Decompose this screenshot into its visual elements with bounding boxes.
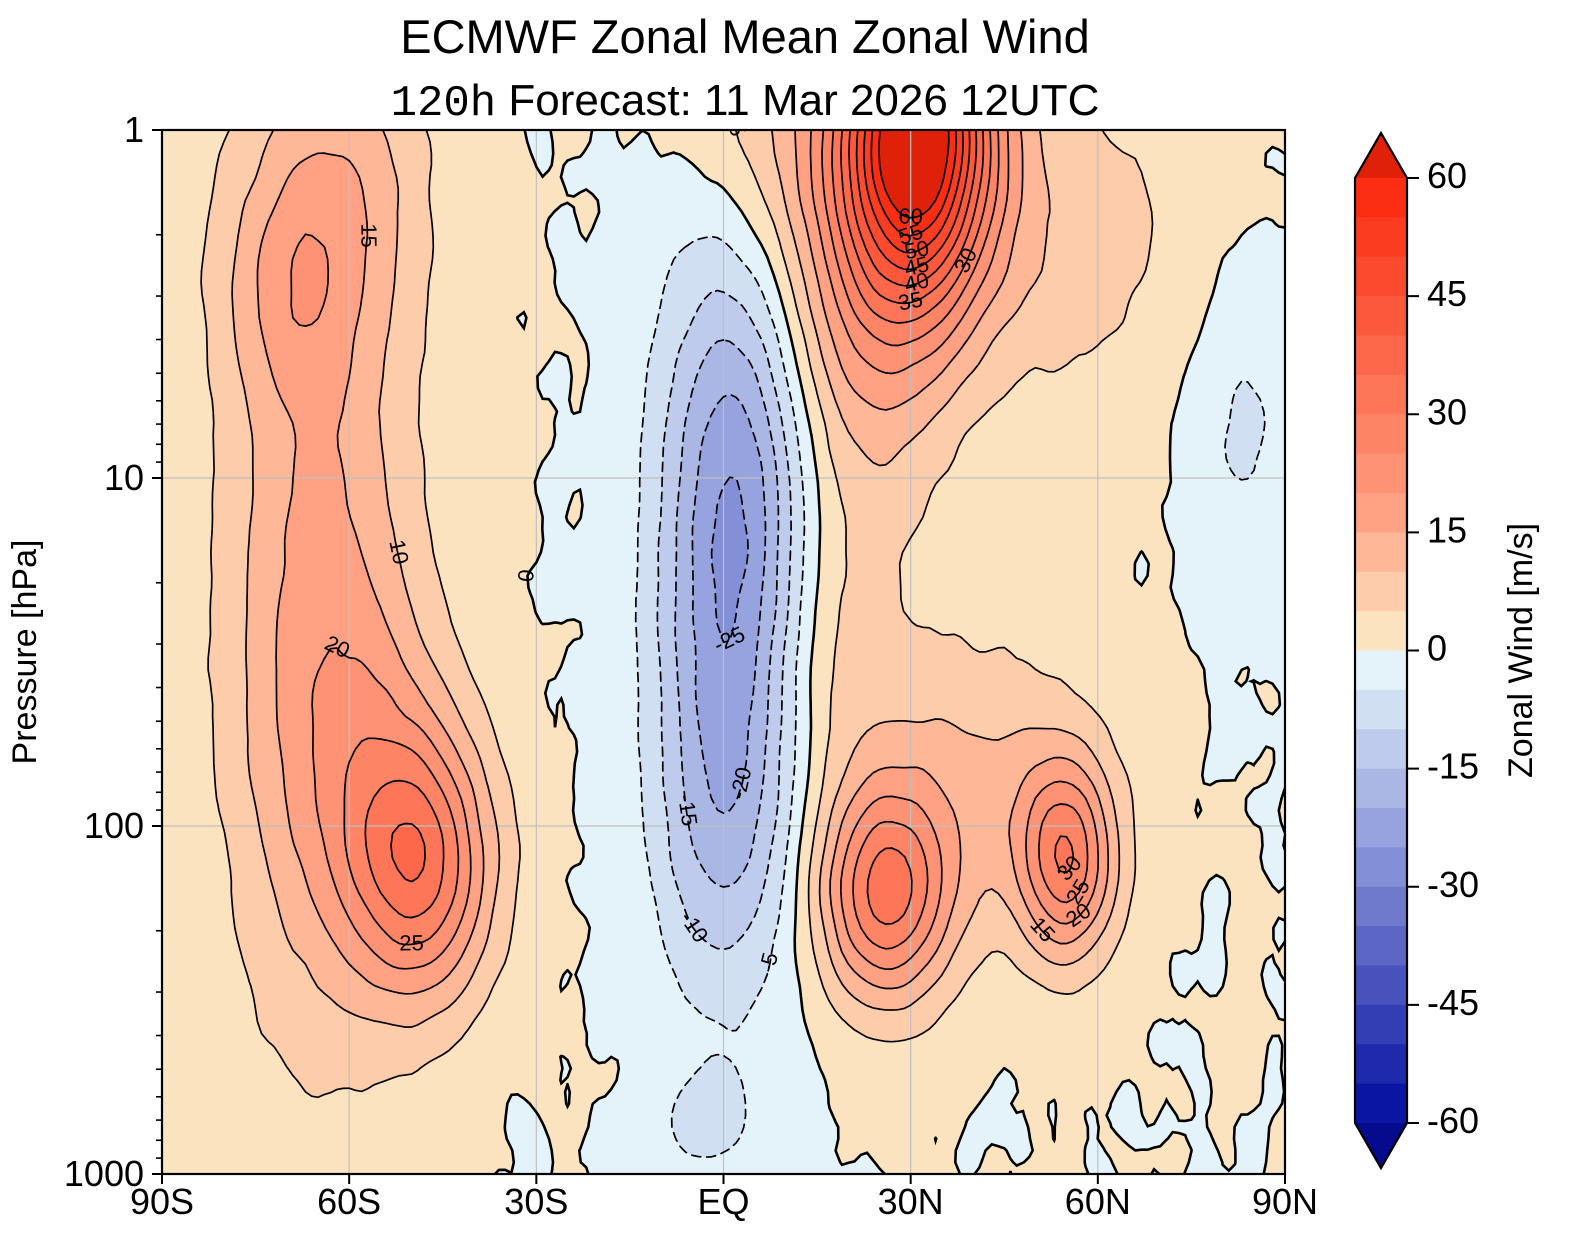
svg-text:100: 100: [84, 805, 144, 846]
svg-text:25: 25: [399, 930, 424, 955]
svg-text:Zonal Wind [m/s]: Zonal Wind [m/s]: [1502, 523, 1540, 778]
svg-text:ECMWF Zonal Mean Zonal Wind: ECMWF Zonal Mean Zonal Wind: [400, 10, 1090, 63]
svg-text:-45: -45: [1427, 982, 1479, 1023]
svg-text:-15: -15: [673, 793, 702, 828]
svg-text:60N: 60N: [1065, 1181, 1131, 1222]
svg-text:30S: 30S: [504, 1181, 568, 1222]
svg-text:10: 10: [104, 457, 144, 498]
svg-text:-30: -30: [1427, 864, 1479, 905]
svg-text:45: 45: [1427, 273, 1467, 314]
svg-text:10: 10: [384, 537, 413, 566]
svg-text:90N: 90N: [1252, 1181, 1318, 1222]
svg-text:EQ: EQ: [697, 1181, 749, 1222]
svg-text:-60: -60: [1427, 1100, 1479, 1141]
svg-text:1000: 1000: [64, 1153, 144, 1194]
svg-text:60: 60: [1427, 155, 1467, 196]
svg-text:30N: 30N: [878, 1181, 944, 1222]
svg-text:Pressure [hPa]: Pressure [hPa]: [6, 540, 44, 765]
svg-text:120h Forecast: 11 Mar 2026: 120h Forecast: 11 Mar 2026 12UTC: [391, 76, 1100, 129]
svg-text:60S: 60S: [317, 1181, 381, 1222]
svg-text:15: 15: [1427, 509, 1467, 550]
svg-text:0: 0: [513, 568, 539, 583]
svg-text:30: 30: [1427, 391, 1467, 432]
svg-text:0: 0: [1427, 628, 1447, 669]
svg-text:-15: -15: [1427, 746, 1479, 787]
svg-text:60: 60: [898, 203, 923, 229]
svg-text:1: 1: [124, 109, 144, 150]
svg-text:15: 15: [356, 223, 381, 248]
